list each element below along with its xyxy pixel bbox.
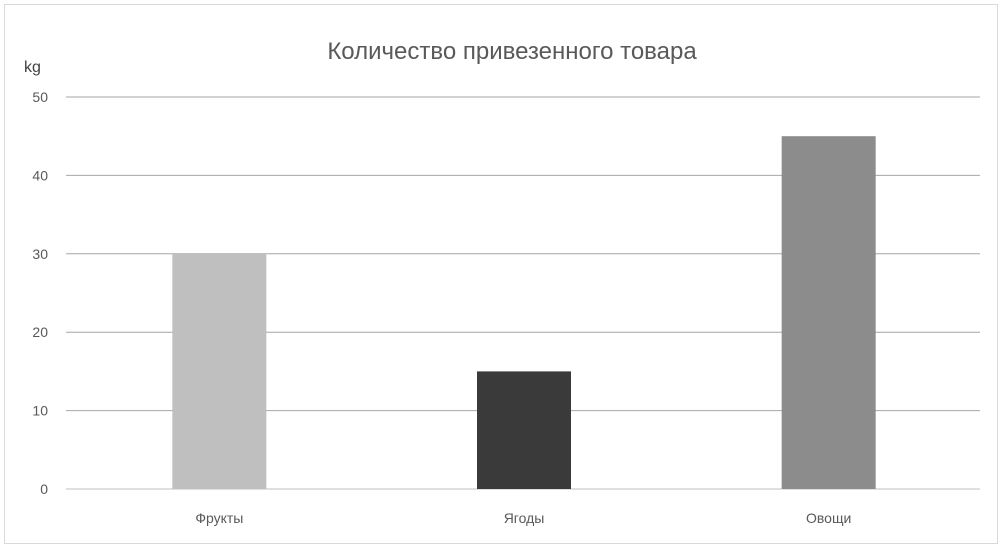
bar-3 [781,136,876,489]
x-category-label: Овощи [806,510,851,526]
y-axis-ticks: 0 10 20 30 40 50 [32,89,48,497]
y-tick-label: 20 [32,324,48,340]
y-tick-label: 30 [32,246,48,262]
chart-title: Количество привезенного товара [327,38,697,65]
bar-2 [477,371,571,489]
x-category-label: Ягоды [504,510,545,526]
y-tick-label: 40 [32,167,48,183]
bars [172,136,876,489]
y-tick-label: 10 [32,403,48,419]
y-tick-label: 0 [40,481,48,497]
y-tick-label: 50 [32,89,48,105]
x-category-label: Фрукты [195,510,243,526]
x-axis-labels: Фрукты Ягоды Овощи [195,510,851,526]
bar-1 [172,253,267,489]
y-axis-unit-label: kg [24,59,41,76]
